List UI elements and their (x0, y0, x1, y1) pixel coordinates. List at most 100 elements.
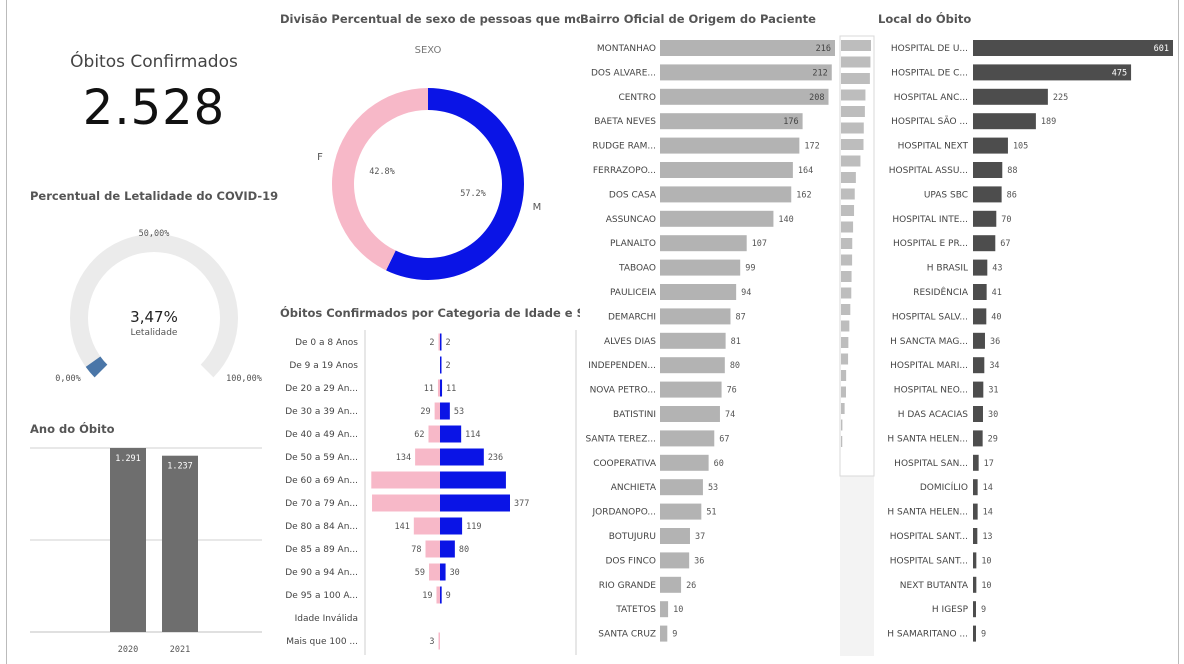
bairro-scrollbar-mini-bar (841, 238, 853, 249)
bairro-bar-value: 80 (730, 361, 740, 371)
local-category-label: H DAS ACACIAS (898, 410, 969, 420)
bairro-bar (660, 406, 720, 422)
local-category-label: HOSPITAL SAN... (894, 459, 968, 469)
bairro-scrollbar-mini-bar (841, 304, 851, 315)
local-bar (973, 259, 988, 276)
local-bar-value: 31 (988, 386, 998, 396)
age-value-f: 2 (429, 338, 434, 348)
local-bar (973, 625, 976, 642)
age-bar-f (434, 402, 440, 420)
bairro-bar-value: 107 (752, 239, 767, 249)
local-bar-value: 17 (984, 459, 994, 469)
age-bar-f (437, 379, 440, 397)
gauge-title: Percentual de Letalidade do COVID-19 ... (30, 189, 280, 203)
bairro-scrollbar-mini-bar (841, 188, 855, 200)
bairro-bar-value: 51 (706, 508, 716, 518)
bairro-bar (660, 137, 800, 154)
bairro-bar (660, 357, 725, 374)
donut-category-m: M (533, 202, 542, 213)
local-bar (973, 479, 978, 496)
local-bar-value: 34 (989, 361, 999, 371)
age-value-f: 3 (429, 637, 434, 647)
donut-legend-title: SEXO (415, 45, 442, 56)
bairro-bar (660, 552, 690, 569)
local-bar (973, 210, 997, 227)
local-category-label: HOSPITAL DE U... (891, 44, 968, 54)
age-category-label: De 30 a 39 An... (285, 407, 358, 417)
local-bar (973, 552, 977, 569)
bairro-bar (660, 381, 722, 398)
local-bar (973, 235, 996, 252)
local-bar-value: 40 (991, 312, 1001, 322)
age-category-label: De 50 a 59 An... (285, 453, 358, 463)
age-value-f: 78 (411, 545, 421, 555)
age-bar-f (425, 540, 440, 558)
age-bar-m (440, 448, 484, 466)
bairro-scrollbar-mini-bar (841, 122, 864, 134)
local-bar-value: 10 (981, 556, 991, 566)
age-value-m: 119 (466, 522, 481, 532)
age-category-label: De 95 a 100 A... (285, 591, 358, 601)
bairro-scrollbar-mini-bar (841, 139, 864, 150)
local-category-label: HOSPITAL SALV... (892, 312, 968, 322)
age-bar-f (371, 471, 440, 489)
age-chart-title: Óbitos Confirmados por Categoria de Idad… (280, 306, 580, 320)
bairro-bar-value: 216 (816, 44, 831, 54)
donut-label-f: 42.8% (369, 167, 395, 177)
bairro-bar-value: 60 (714, 459, 724, 469)
local-bar-value: 9 (981, 630, 986, 640)
age-bar-m (440, 425, 462, 443)
local-bar (973, 332, 985, 349)
bairro-bar-value: 94 (741, 288, 751, 298)
age-value-f: 141 (394, 522, 409, 532)
bairro-category-label: ALVES DIAS (604, 337, 656, 347)
age-value-m: 80 (459, 545, 469, 555)
local-bar (973, 162, 1003, 178)
bairro-scrollbar-mini-bar (841, 419, 843, 431)
local-bar (973, 357, 985, 374)
age-value-f: 29 (420, 407, 430, 417)
age-bar-f (413, 517, 440, 535)
bairro-bar (660, 88, 829, 105)
age-bar-m (440, 586, 442, 604)
frame-left (6, 0, 7, 664)
local-bar (973, 503, 978, 520)
bairro-bar (660, 40, 835, 56)
local-category-label: HOSPITAL DE C... (891, 68, 968, 78)
bairro-scrollbar-mini-bar (841, 287, 852, 299)
local-category-label: HOSPITAL SANT... (890, 556, 968, 566)
local-category-label: H SANCTA MAG... (890, 337, 968, 347)
local-category-label: HOSPITAL E PR... (893, 239, 968, 249)
bairro-category-label: FERRAZOPO... (593, 166, 656, 176)
local-bar (973, 40, 1173, 56)
local-category-label: HOSPITAL ASSU... (889, 166, 968, 176)
bairro-bar (660, 479, 703, 496)
bairro-category-label: BAETA NEVES (594, 117, 656, 127)
age-category-label: De 40 a 49 An... (285, 430, 358, 440)
age-category-label: Mais que 100 ... (286, 637, 358, 647)
age-value-f: 19 (422, 591, 432, 601)
local-category-label: H SANTA HELEN... (887, 508, 968, 518)
age-category-label: De 80 a 84 An... (285, 522, 358, 532)
bairro-category-label: BOTUJURU (609, 532, 656, 542)
bairro-bar-value: 140 (778, 215, 793, 225)
bairro-category-label: TABOAO (618, 264, 656, 274)
bairro-bar (660, 186, 792, 203)
donut-slice-f (332, 88, 428, 271)
local-bar (973, 308, 987, 325)
bairro-category-label: ANCHIETA (611, 483, 657, 493)
bairro-bar-value: 176 (783, 117, 798, 127)
local-bar (973, 88, 1048, 105)
local-bar-value: 14 (983, 508, 993, 518)
bairro-scrollbar-mini-bar (841, 271, 852, 282)
local-bar-value: 13 (982, 532, 992, 542)
local-bar (973, 528, 978, 544)
age-value-m: 377 (514, 499, 529, 509)
age-value-m: 9 (446, 591, 451, 601)
bairro-bar (660, 113, 803, 130)
age-category-label: De 9 a 19 Anos (289, 361, 358, 371)
age-bar-m (440, 471, 506, 489)
